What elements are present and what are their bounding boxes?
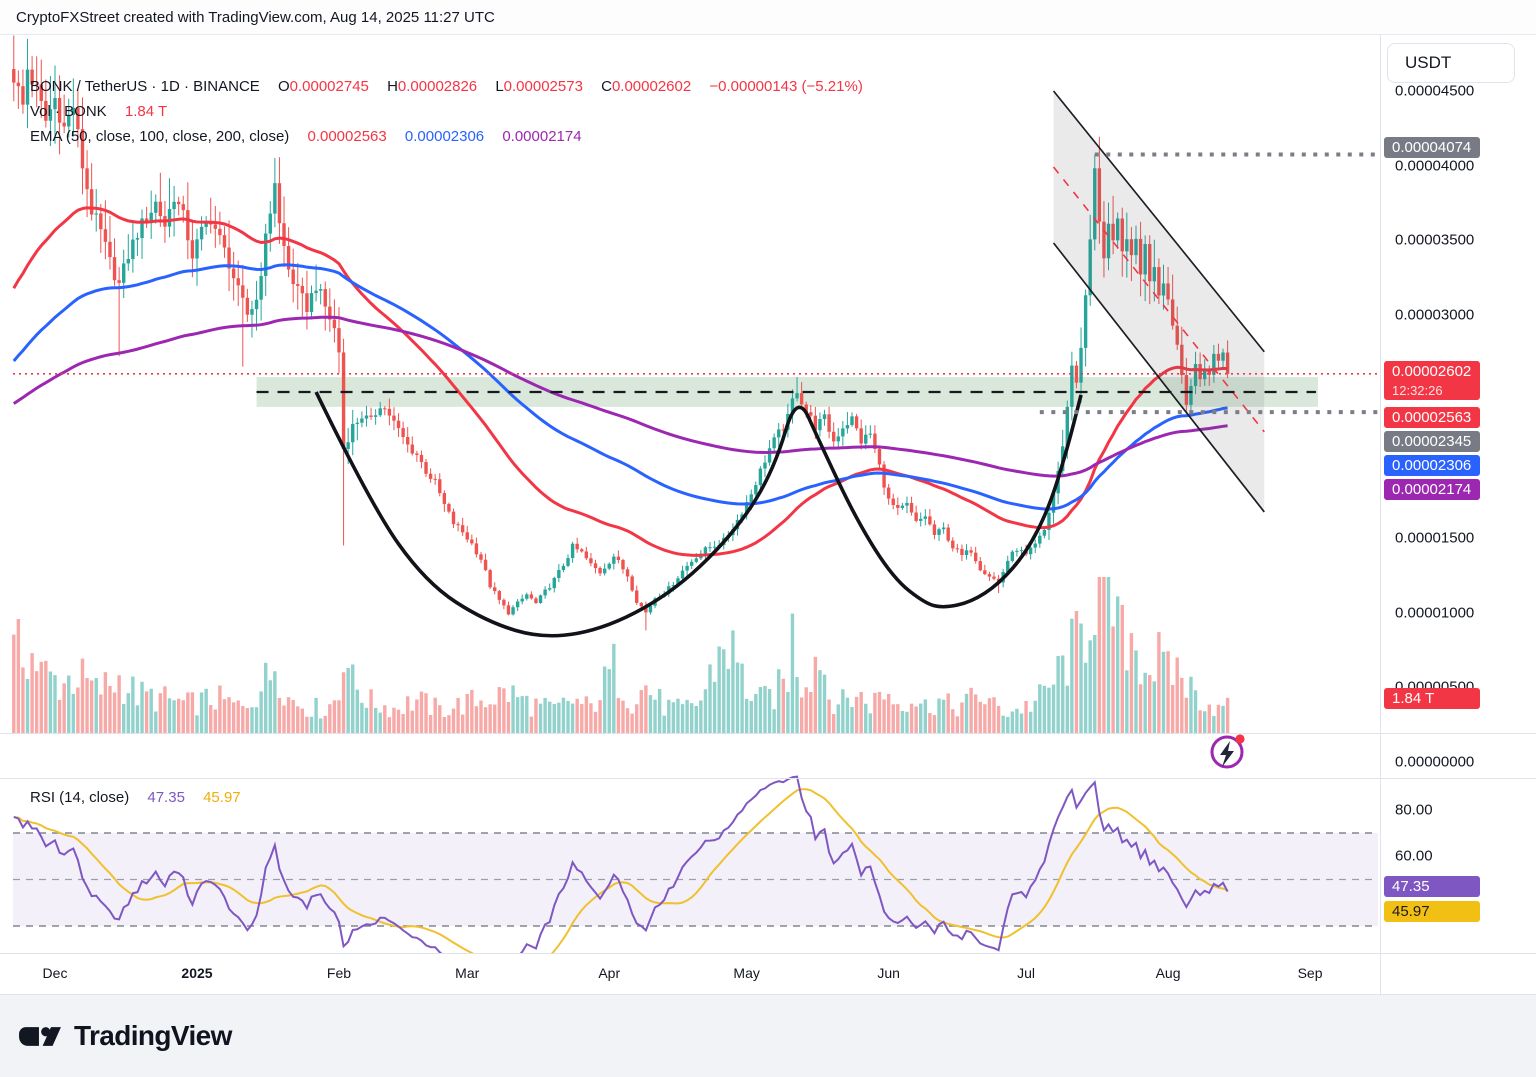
price-axis-label-chip: 0.00002563 [1384,407,1480,428]
countdown-timer: 12:32:26 [1392,383,1443,398]
price-axis-tick: 80.00 [1395,801,1433,819]
currency-button[interactable]: USDT [1387,43,1515,83]
price-axis-label-chip: 0.00002345 [1384,431,1480,452]
pane-separator-rsi[interactable] [0,778,1536,779]
time-axis-label-aug: Aug [1155,965,1181,981]
time-axis-label-2025: 2025 [181,965,213,981]
tradingview-brand-text[interactable]: TradingView [74,1020,232,1051]
price-axis-tick: 0.00001500 [1395,529,1475,547]
price-axis-label-chip: 0.00004074 [1384,137,1480,158]
price-axis-label-chip: 0.00002306 [1384,455,1480,476]
price-axis-label-chip: 47.35 [1384,876,1480,897]
chart-area: BONK / TetherUS · 1D · BINANCE O0.000027… [0,35,1536,953]
axis-corner-separator [1380,954,1381,996]
time-axis-label-mar: Mar [455,965,480,981]
price-axis-tick: 0.00003000 [1395,306,1475,323]
price-axis-tick: 0.00003500 [1395,231,1475,249]
price-axis-label-chip: 0.00002174 [1384,479,1480,500]
tradingview-logo-icon[interactable] [18,1026,62,1047]
price-axis-tick: 0.00001000 [1395,604,1475,621]
flash-watermark-icon [1206,729,1250,773]
price-axis-label-chip: 0.00002602 12:32:26 [1384,361,1480,400]
chart-canvas[interactable] [0,35,1380,953]
footer-bar: TradingView [0,995,1536,1077]
time-axis-label-dec: Dec [42,965,68,981]
price-axis-tick: 60.00 [1395,847,1433,865]
price-axis-tick: 0.00004000 [1395,157,1475,174]
price-axis-label-chip: 45.97 [1384,901,1480,922]
time-axis[interactable]: Dec 2025 Feb Mar Apr May Jun Jul Aug Sep [0,953,1536,996]
price-axis-tick: 0.00004500 [1395,82,1475,100]
price-axis-tick: 0.00000000 [1395,753,1475,770]
price-axis-label-chip: 1.84 T [1384,688,1480,709]
time-axis-label-sep: Sep [1297,965,1323,981]
price-axis: USDT 0.00004500 0.00004000 0.00003500 0.000… [1380,35,1536,953]
time-axis-label-jul: Jul [1017,965,1036,981]
time-axis-label-jun: Jun [877,965,900,981]
time-axis-label-may: May [733,965,760,981]
pane-separator-volume [0,733,1536,734]
time-axis-label-apr: Apr [598,965,621,981]
attribution-text: CryptoFXStreet created with TradingView.… [16,9,495,26]
time-axis-label-feb: Feb [326,965,352,981]
attribution-bar: CryptoFXStreet created with TradingView.… [0,0,1536,35]
